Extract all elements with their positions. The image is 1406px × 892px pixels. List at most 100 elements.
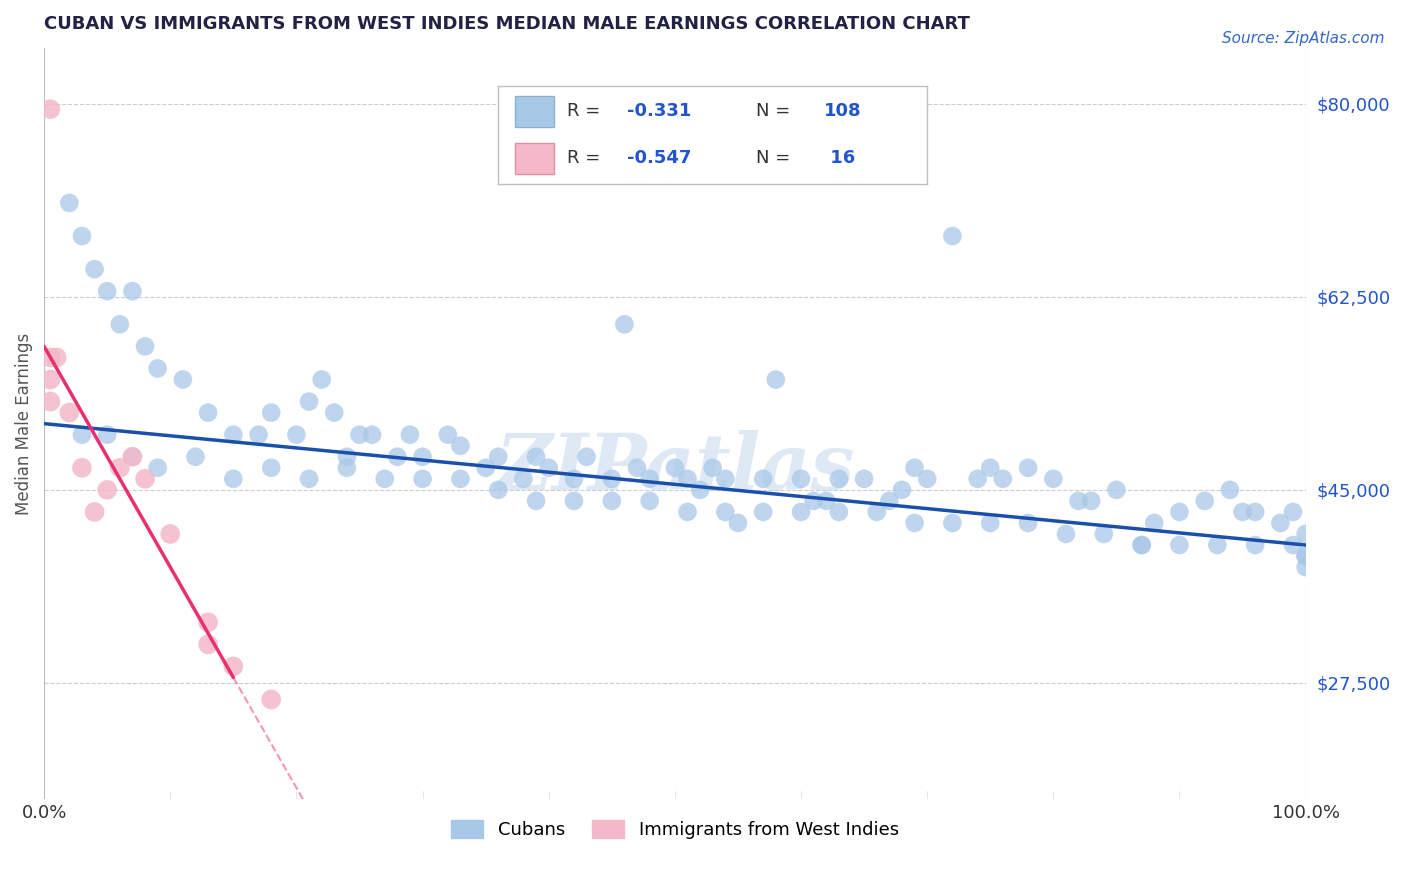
Point	[70, 427, 93, 442]
Point	[979, 516, 1001, 530]
Point	[966, 472, 988, 486]
Point	[96, 483, 118, 497]
Point	[676, 472, 699, 486]
Point	[298, 472, 321, 486]
Point	[374, 472, 396, 486]
Point	[222, 472, 245, 486]
Point	[159, 527, 181, 541]
Point	[891, 483, 914, 497]
Point	[260, 692, 283, 706]
Point	[1244, 538, 1267, 552]
Text: CUBAN VS IMMIGRANTS FROM WEST INDIES MEDIAN MALE EARNINGS CORRELATION CHART: CUBAN VS IMMIGRANTS FROM WEST INDIES MED…	[44, 15, 970, 33]
Point	[311, 372, 333, 386]
Point	[1244, 505, 1267, 519]
Point	[879, 494, 901, 508]
Point	[70, 229, 93, 244]
Point	[979, 460, 1001, 475]
Point	[1092, 527, 1115, 541]
Point	[1282, 538, 1305, 552]
Point	[714, 505, 737, 519]
Point	[336, 460, 359, 475]
Point	[941, 516, 963, 530]
Point	[83, 505, 105, 519]
Point	[1295, 549, 1317, 563]
Point	[638, 494, 661, 508]
Point	[903, 460, 925, 475]
Point	[412, 450, 434, 464]
Point	[1054, 527, 1077, 541]
Point	[298, 394, 321, 409]
Text: Source: ZipAtlas.com: Source: ZipAtlas.com	[1222, 31, 1385, 46]
Point	[626, 460, 648, 475]
Point	[349, 427, 371, 442]
Point	[1232, 505, 1254, 519]
Point	[361, 427, 384, 442]
Point	[108, 460, 131, 475]
Point	[524, 494, 547, 508]
Point	[39, 372, 62, 386]
Point	[146, 361, 169, 376]
Point	[1017, 460, 1039, 475]
Point	[70, 460, 93, 475]
Point	[575, 450, 598, 464]
Point	[247, 427, 270, 442]
Point	[562, 472, 585, 486]
Point	[1295, 560, 1317, 574]
Point	[260, 406, 283, 420]
Point	[1067, 494, 1090, 508]
Point	[664, 460, 686, 475]
Point	[486, 483, 509, 497]
Point	[537, 460, 560, 475]
Point	[1168, 538, 1191, 552]
Point	[96, 284, 118, 298]
Point	[474, 460, 496, 475]
Point	[702, 460, 724, 475]
Point	[765, 372, 787, 386]
Point	[39, 394, 62, 409]
Point	[600, 494, 623, 508]
Point	[1143, 516, 1166, 530]
Point	[39, 351, 62, 365]
Point	[222, 427, 245, 442]
Point	[260, 460, 283, 475]
Point	[197, 406, 219, 420]
Point	[1042, 472, 1064, 486]
Point	[45, 351, 67, 365]
Point	[58, 406, 80, 420]
Point	[412, 472, 434, 486]
Point	[108, 318, 131, 332]
Point	[486, 450, 509, 464]
Point	[613, 318, 636, 332]
Point	[803, 494, 825, 508]
Point	[512, 472, 534, 486]
Point	[134, 339, 156, 353]
Point	[828, 505, 851, 519]
Point	[83, 262, 105, 277]
Point	[1206, 538, 1229, 552]
Point	[600, 472, 623, 486]
Point	[1219, 483, 1241, 497]
Point	[121, 450, 143, 464]
Text: ZIPatlas: ZIPatlas	[495, 431, 855, 507]
Point	[790, 505, 813, 519]
Point	[1168, 505, 1191, 519]
Point	[121, 284, 143, 298]
Point	[285, 427, 308, 442]
Point	[915, 472, 938, 486]
Y-axis label: Median Male Earnings: Median Male Earnings	[15, 333, 32, 515]
Point	[752, 472, 775, 486]
Point	[121, 450, 143, 464]
Point	[399, 427, 422, 442]
Point	[336, 450, 359, 464]
Point	[323, 406, 346, 420]
Point	[184, 450, 207, 464]
Point	[1130, 538, 1153, 552]
Legend: Cubans, Immigrants from West Indies: Cubans, Immigrants from West Indies	[443, 813, 907, 847]
Point	[1295, 549, 1317, 563]
Point	[991, 472, 1014, 486]
Point	[1282, 505, 1305, 519]
Point	[58, 196, 80, 211]
Point	[866, 505, 889, 519]
Point	[222, 659, 245, 673]
Point	[134, 472, 156, 486]
